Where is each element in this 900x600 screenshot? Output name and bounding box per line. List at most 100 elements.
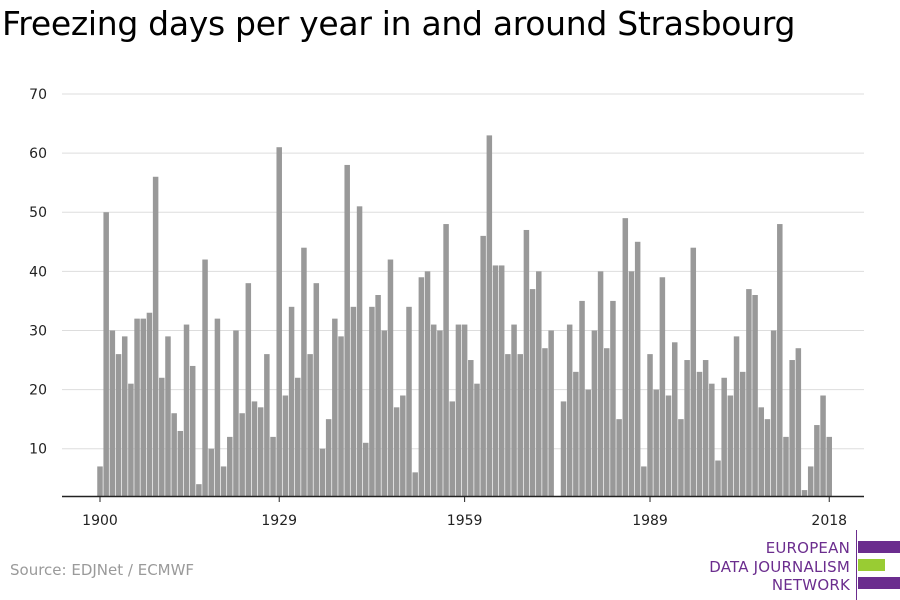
bar-2008 <box>764 419 771 496</box>
bar-2009 <box>770 330 777 496</box>
y-tick-label: 40 <box>29 264 47 280</box>
bar-1934 <box>307 354 313 496</box>
bar-1976 <box>566 324 573 496</box>
bar-1967 <box>511 324 517 496</box>
bar-2015 <box>807 466 814 496</box>
bar-1993 <box>671 342 678 496</box>
logo-separator <box>856 530 857 600</box>
bar-1914 <box>183 324 190 496</box>
logo-line-3: NETWORK <box>771 576 850 594</box>
bar-1982 <box>604 348 610 496</box>
bar-1945 <box>375 295 381 496</box>
bar-1902 <box>109 330 116 496</box>
bar-1963 <box>486 135 493 496</box>
bar-1962 <box>480 235 486 496</box>
bars <box>97 135 832 497</box>
bar-1975 <box>560 401 567 496</box>
bar-1979 <box>585 389 591 496</box>
bar-2016 <box>814 425 820 496</box>
x-tick-label: 2018 <box>811 513 847 529</box>
bar-1966 <box>505 354 511 496</box>
bar-1978 <box>579 300 585 496</box>
logo-line-1: EUROPEAN <box>765 539 850 557</box>
bar-1933 <box>301 247 307 496</box>
bar-1925 <box>251 401 258 496</box>
bar-1916 <box>196 484 202 496</box>
y-axis-ticks: 10 20 30 40 50 60 70 <box>29 87 47 458</box>
bar-1906 <box>134 318 140 496</box>
bar-1931 <box>288 306 295 496</box>
bar-1972 <box>542 348 548 496</box>
y-tick-label: 70 <box>29 87 47 103</box>
bar-2003 <box>733 336 740 496</box>
bar-1955 <box>437 330 443 496</box>
bar-1911 <box>165 336 171 496</box>
bar-1950 <box>406 306 412 496</box>
bar-2001 <box>721 377 727 496</box>
bar-1986 <box>628 271 635 496</box>
bar-1920 <box>220 466 227 496</box>
bar-1946 <box>381 330 388 496</box>
bar-1940 <box>344 164 350 497</box>
bar-1988 <box>641 466 647 496</box>
bar-1992 <box>665 395 672 496</box>
bar-1971 <box>536 271 542 496</box>
bar-1959 <box>461 324 468 496</box>
bar-1908 <box>146 312 153 496</box>
x-tick-label: 1989 <box>632 513 668 529</box>
x-tick-label: 1900 <box>82 513 118 529</box>
logo-bar-green <box>858 559 885 571</box>
bar-1936 <box>319 448 326 496</box>
bar-1938 <box>332 318 338 496</box>
bar-1929 <box>276 147 282 497</box>
bar-1918 <box>208 448 214 496</box>
bar-1930 <box>282 395 289 496</box>
bar-1968 <box>517 354 523 496</box>
bar-1900 <box>97 466 103 496</box>
logo-bar-purple-bottom <box>858 577 900 589</box>
bar-1943 <box>362 442 369 496</box>
bar-1903 <box>115 354 122 496</box>
bar-1952 <box>418 277 425 496</box>
logo-bar-purple-top <box>858 541 900 553</box>
bar-1996 <box>690 247 697 496</box>
bar-1964 <box>492 265 499 496</box>
bar-1912 <box>171 413 177 496</box>
bar-2017 <box>820 395 826 496</box>
bar-1995 <box>684 360 690 496</box>
bar-1958 <box>455 324 462 496</box>
bar-1928 <box>270 436 276 496</box>
bar-1977 <box>573 371 579 496</box>
source-note: Source: EDJNet / ECMWF <box>10 561 195 579</box>
logo-line-2: DATA JOURNALISM <box>709 558 850 576</box>
bar-1915 <box>189 365 196 496</box>
bar-1969 <box>523 229 530 496</box>
bar-2005 <box>746 289 752 496</box>
bar-1957 <box>449 401 456 496</box>
bar-1989 <box>647 354 653 496</box>
bar-1944 <box>369 306 375 496</box>
y-tick-label: 60 <box>29 146 47 162</box>
bar-1985 <box>622 218 629 496</box>
bar-1999 <box>709 383 715 496</box>
bar-1939 <box>338 336 344 496</box>
bar-1917 <box>202 259 208 496</box>
bar-2007 <box>758 407 765 496</box>
bar-1990 <box>653 389 659 496</box>
bar-1981 <box>597 271 604 496</box>
bar-1984 <box>616 419 622 496</box>
bar-1927 <box>264 354 270 496</box>
bar-1965 <box>498 265 505 496</box>
bar-1960 <box>468 360 474 496</box>
y-tick-label: 10 <box>29 442 47 458</box>
bar-2006 <box>752 295 758 496</box>
chart-title: Freezing days per year in and around Str… <box>2 4 796 43</box>
bar-1904 <box>121 336 128 496</box>
bar-2002 <box>727 395 734 496</box>
bar-1991 <box>659 277 666 496</box>
bar-2012 <box>789 360 795 496</box>
bar-1913 <box>177 430 184 496</box>
bar-1919 <box>214 318 221 496</box>
bar-1983 <box>610 300 616 496</box>
